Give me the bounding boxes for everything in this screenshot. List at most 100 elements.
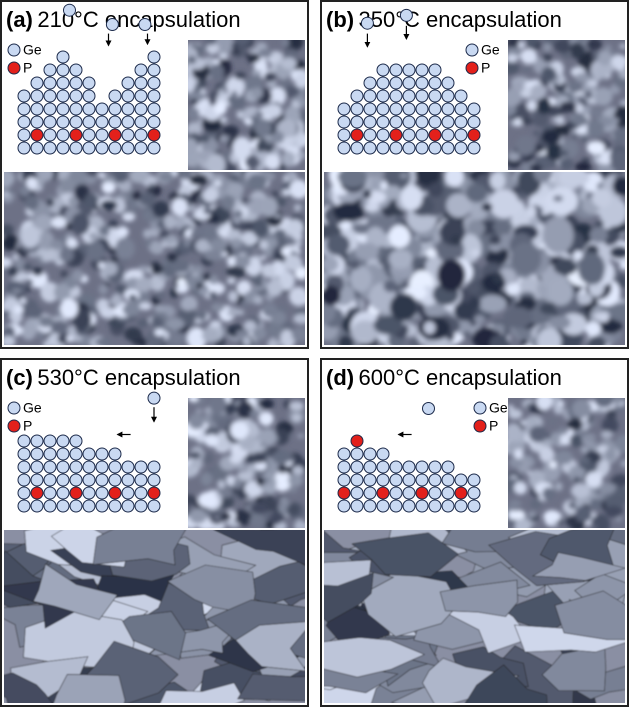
legend-label: Ge	[489, 400, 508, 416]
ge-atom	[70, 103, 82, 115]
ge-atom	[442, 129, 454, 141]
ge-atom	[442, 77, 454, 89]
ge-atom	[122, 500, 134, 512]
ge-atom	[135, 64, 147, 76]
stm-feature	[274, 214, 281, 219]
ge-atom	[135, 487, 147, 499]
ge-atom	[351, 461, 363, 473]
ge-atom	[429, 64, 441, 76]
ge-atom	[31, 500, 43, 512]
stm-feature	[8, 266, 18, 277]
stm-image	[179, 389, 310, 531]
stm-feature	[530, 499, 542, 509]
stm-feature	[189, 508, 207, 523]
stm-feature	[355, 242, 379, 260]
ge-atom	[8, 402, 20, 414]
ge-atom	[390, 116, 402, 128]
stm-feature	[189, 174, 207, 186]
stm-feature	[514, 449, 523, 459]
ge-atom	[44, 64, 56, 76]
stm-feature	[582, 158, 590, 163]
stm-feature	[601, 431, 613, 439]
stm-feature	[61, 271, 68, 278]
ge-atom	[135, 474, 147, 486]
stm-feature	[89, 232, 97, 239]
stm-feature	[513, 118, 523, 126]
ge-atom	[44, 461, 56, 473]
ge-atom	[70, 116, 82, 128]
stm-feature	[292, 175, 298, 179]
stm-feature	[253, 296, 263, 305]
stm-feature	[613, 118, 619, 124]
ge-atom	[8, 44, 20, 56]
ge-atom	[83, 103, 95, 115]
stm-terrace	[238, 674, 324, 701]
ge-atom	[416, 129, 428, 141]
stm-feature	[152, 201, 169, 218]
stm-feature	[289, 401, 304, 410]
stm-feature	[59, 178, 75, 192]
stm-feature	[234, 210, 243, 217]
stm-feature	[204, 250, 222, 261]
ge-atom	[390, 90, 402, 102]
stm-feature	[164, 214, 177, 229]
stm-feature	[216, 420, 229, 429]
ge-atom	[351, 487, 363, 499]
ge-atom	[390, 103, 402, 115]
stm-feature	[87, 240, 105, 261]
ge-atom	[338, 103, 350, 115]
stm-feature	[50, 240, 64, 250]
stm-feature	[544, 43, 552, 52]
stm-feature	[188, 107, 200, 120]
stm-feature	[493, 220, 514, 233]
stm-feature	[123, 303, 141, 317]
stm-feature	[572, 82, 578, 88]
stm-feature	[572, 114, 589, 126]
ge-atom	[83, 77, 95, 89]
stm-texture	[179, 389, 310, 531]
stm-feature	[426, 248, 436, 258]
ge-atom	[403, 487, 415, 499]
stm-feature	[122, 213, 135, 222]
ge-atom	[423, 403, 435, 415]
ge-atom	[377, 64, 389, 76]
stm-feature	[509, 457, 523, 468]
stm-image	[0, 506, 341, 707]
stm-feature	[259, 240, 268, 249]
stm-feature	[209, 291, 217, 299]
p-atom	[429, 129, 441, 141]
stm-feature	[110, 295, 122, 306]
ge-atom	[455, 116, 467, 128]
legend-label: P	[23, 60, 32, 76]
p-atom	[390, 129, 402, 141]
figure: (a) 210°C encapsulationGeP2 nm50 nm(b) 3…	[0, 0, 629, 707]
stm-feature	[521, 117, 532, 125]
ge-atom	[18, 90, 30, 102]
stm-feature	[558, 401, 564, 406]
stm-feature	[286, 237, 295, 245]
ge-atom	[135, 461, 147, 473]
ge-atom	[416, 64, 428, 76]
p-atom	[70, 129, 82, 141]
stm-feature	[253, 518, 266, 528]
ge-atom	[377, 103, 389, 115]
stm-feature	[253, 219, 269, 237]
ge-atom	[148, 77, 160, 89]
ge-atom	[351, 103, 363, 115]
stm-feature	[521, 66, 531, 73]
stm-feature	[424, 321, 436, 334]
stm-feature	[568, 418, 583, 431]
stm-feature	[489, 189, 519, 218]
stm-feature	[297, 433, 304, 438]
stm-feature	[154, 329, 164, 336]
stm-feature	[598, 50, 612, 66]
ge-atom	[135, 77, 147, 89]
stm-feature	[333, 202, 364, 221]
ge-atom	[57, 461, 69, 473]
ge-atom	[18, 474, 30, 486]
ge-atom	[338, 129, 350, 141]
panel-title: 530°C encapsulation	[37, 365, 240, 390]
stm-feature	[270, 513, 283, 525]
stm-feature	[176, 251, 182, 256]
ge-atom	[44, 103, 56, 115]
